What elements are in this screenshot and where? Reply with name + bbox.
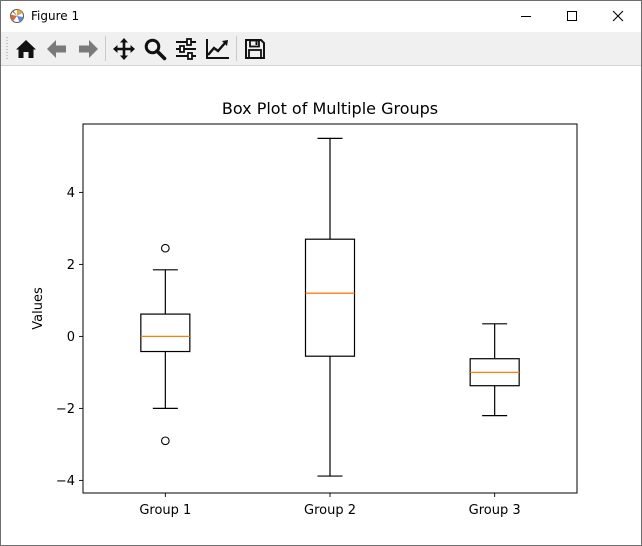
edit-axis-icon [206,39,229,59]
back-arrow-icon [47,40,66,58]
maximize-icon [567,11,577,21]
configure-subplots-icon [176,38,196,60]
title-bar[interactable]: Figure 1 [1,1,641,32]
forward-arrow-icon [79,40,98,58]
x-tick-label: Group 1 [139,503,191,518]
close-button[interactable] [595,1,641,32]
edit-axis-button[interactable] [204,36,230,62]
configure-subplots-button[interactable] [173,36,199,62]
y-tick-label: −2 [56,402,75,417]
y-tick-label: 2 [67,258,75,273]
toolbar-grip[interactable] [6,36,8,60]
back-button[interactable] [44,36,70,62]
figure-canvas[interactable]: Box Plot of Multiple Groups −4 −2 0 2 4 Values… [1,66,641,545]
chart-title: Box Plot of Multiple Groups [222,99,438,118]
window-title: Figure 1 [31,9,80,23]
pan-icon [113,38,135,60]
y-axis-label: Values [31,287,46,330]
toolbar-separator [105,36,106,61]
axes-frame [82,123,578,494]
pan-button[interactable] [111,36,137,62]
matplotlib-logo-icon [10,9,24,23]
zoom-icon [144,38,167,61]
outlier-point [160,436,170,446]
outlier-point [160,243,170,253]
box-iqr [304,238,356,357]
y-tick-label: 0 [67,330,75,345]
home-button[interactable] [13,36,39,62]
toolbar-separator [236,36,237,61]
zoom-button[interactable] [142,36,168,62]
forward-button[interactable] [75,36,101,62]
minimize-button[interactable] [503,1,549,32]
save-button[interactable] [242,36,268,62]
minimize-icon [521,16,531,17]
home-icon [16,40,36,58]
navigation-toolbar [1,32,641,66]
y-tick-label: −4 [56,474,75,489]
save-icon [245,39,265,59]
x-tick-label: Group 2 [304,503,356,518]
box-plot-chart: Box Plot of Multiple Groups −4 −2 0 2 4 Values… [31,99,578,518]
y-tick-label: 4 [67,186,75,201]
x-tick-label: Group 3 [469,503,521,518]
close-icon [612,10,624,22]
maximize-button[interactable] [549,1,595,32]
box-iqr [140,313,191,353]
